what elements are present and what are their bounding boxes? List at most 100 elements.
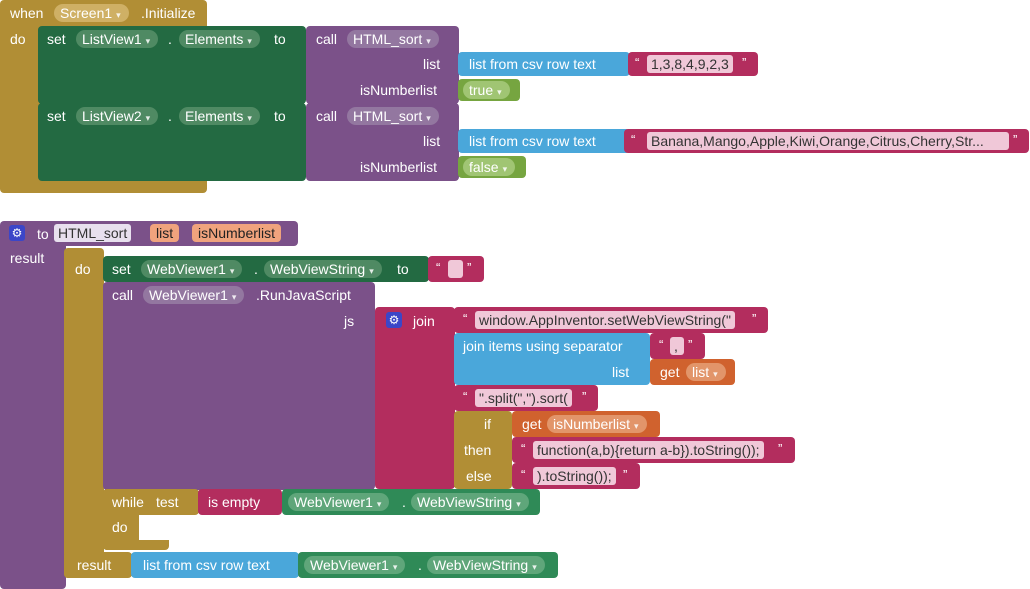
do-label: do xyxy=(75,261,91,277)
initialize-label: .Initialize xyxy=(141,5,196,21)
text-field-2[interactable]: ".split(",").sort( xyxy=(475,389,572,407)
quote-open: “ xyxy=(463,311,468,326)
quote-close: ” xyxy=(778,441,783,456)
empty-text-field[interactable] xyxy=(448,260,463,278)
result-label: result xyxy=(10,250,45,266)
procedure-dropdown[interactable]: HTML_sort ▾ xyxy=(347,30,439,48)
do-label: do xyxy=(10,31,26,47)
quote-close: ” xyxy=(467,260,472,275)
chevron-down-icon: ▾ xyxy=(231,292,237,302)
dot-label: . xyxy=(402,494,406,510)
while-label: while xyxy=(112,494,144,510)
test-label: test xyxy=(156,494,179,510)
quote-open: “ xyxy=(436,260,441,275)
csv-row-label: list from csv row text xyxy=(469,133,596,149)
elements-dropdown[interactable]: Elements ▾ xyxy=(179,30,260,48)
list-param-label: list xyxy=(423,133,441,149)
webviewstring-dropdown[interactable]: WebViewString ▾ xyxy=(264,260,382,278)
join-block[interactable] xyxy=(375,307,455,489)
do-label: do xyxy=(112,519,128,535)
quote-close: ” xyxy=(742,55,747,70)
quote-open: “ xyxy=(521,441,526,456)
webviewer1-dropdown[interactable]: WebViewer1 ▾ xyxy=(141,260,243,278)
list-from-csv-row-block[interactable] xyxy=(458,52,630,76)
quote-open: “ xyxy=(521,467,526,482)
to-label: to xyxy=(274,108,286,124)
csv-text-field[interactable]: Banana,Mango,Apple,Kiwi,Orange,Citrus,Ch… xyxy=(647,132,1009,150)
dot-label: . xyxy=(418,557,422,573)
get-label: get xyxy=(660,364,680,380)
is-empty-block[interactable] xyxy=(198,489,282,515)
procedure-dropdown[interactable]: HTML_sort ▾ xyxy=(347,107,439,125)
text-field-1[interactable]: window.AppInventor.setWebViewString(" xyxy=(475,311,735,329)
webviewstring-dropdown[interactable]: WebViewString ▾ xyxy=(427,556,545,574)
gear-icon[interactable]: ⚙ xyxy=(386,312,402,328)
chevron-down-icon: ▾ xyxy=(229,266,235,276)
dot-label: . xyxy=(168,108,172,124)
isnumberlist-var-dropdown[interactable]: isNumberlist ▾ xyxy=(547,415,647,433)
quote-close: ” xyxy=(582,389,587,404)
csv-text-field[interactable]: 1,3,8,4,9,2,3 xyxy=(647,55,733,73)
set-label: set xyxy=(112,261,131,277)
run-javascript-block[interactable] xyxy=(103,282,375,490)
separator-text-field[interactable]: , xyxy=(670,337,684,355)
chevron-down-icon: ▾ xyxy=(369,266,374,276)
while-loop-block[interactable] xyxy=(103,489,199,515)
dot-label: . xyxy=(168,31,172,47)
quote-close: ” xyxy=(1013,132,1018,147)
text-field-3[interactable]: function(a,b){return a-b}).toString()); xyxy=(533,441,764,459)
list-from-csv-row-block[interactable] xyxy=(131,552,299,578)
else-label: else xyxy=(466,468,492,484)
join-items-block[interactable] xyxy=(454,333,650,385)
webviewstring-dropdown[interactable]: WebViewString ▾ xyxy=(411,493,529,511)
false-dropdown[interactable]: false ▾ xyxy=(463,158,516,176)
get-label: get xyxy=(522,416,542,432)
is-empty-label: is empty xyxy=(208,494,261,510)
procedure-name-field[interactable]: HTML_sort xyxy=(54,224,132,242)
isnumberlist-param-label: isNumberlist xyxy=(360,82,438,98)
quote-close: ” xyxy=(688,337,693,352)
param-list[interactable]: list xyxy=(150,224,180,242)
chevron-down-icon: ▾ xyxy=(145,113,151,123)
set-label: set xyxy=(47,108,66,124)
chevron-down-icon: ▾ xyxy=(116,10,121,20)
csv-row-label: list from csv row text xyxy=(469,56,596,72)
param-isnumberlist[interactable]: isNumberlist xyxy=(192,224,282,242)
chevron-down-icon: ▾ xyxy=(247,113,252,123)
webviewer1-dropdown[interactable]: WebViewer1 ▾ xyxy=(143,286,245,304)
chevron-down-icon: ▾ xyxy=(247,36,252,46)
chevron-down-icon: ▾ xyxy=(634,421,639,431)
chevron-down-icon: ▾ xyxy=(497,87,502,97)
true-dropdown[interactable]: true ▾ xyxy=(463,81,510,99)
then-label: then xyxy=(464,442,492,458)
gear-icon[interactable]: ⚙ xyxy=(9,225,25,241)
webviewer1-dropdown[interactable]: WebViewer1 ▾ xyxy=(288,493,390,511)
quote-open: “ xyxy=(463,389,468,404)
list-from-csv-row-block[interactable] xyxy=(458,129,630,153)
screen-dropdown[interactable]: Screen1 ▾ xyxy=(54,4,129,22)
list-var-dropdown[interactable]: list ▾ xyxy=(686,363,726,381)
listview1-dropdown[interactable]: ListView1 ▾ xyxy=(76,30,159,48)
quote-open: “ xyxy=(659,337,664,352)
text-field-4[interactable]: ).toString()); xyxy=(533,467,616,485)
elements-dropdown[interactable]: Elements ▾ xyxy=(179,107,260,125)
list-param-label: list xyxy=(423,56,441,72)
dot-label: . xyxy=(254,261,258,277)
chevron-down-icon: ▾ xyxy=(145,36,151,46)
list-param-label: list xyxy=(612,364,630,380)
webviewer1-dropdown[interactable]: WebViewer1 ▾ xyxy=(304,556,406,574)
to-label: to xyxy=(274,31,286,47)
chevron-down-icon: ▾ xyxy=(426,36,431,46)
when-label: when xyxy=(10,5,44,21)
chevron-down-icon: ▾ xyxy=(502,164,508,174)
quote-open: “ xyxy=(635,55,640,70)
csv-row-label: list from csv row text xyxy=(143,557,270,573)
runjavascript-label: .RunJavaScript xyxy=(256,287,351,303)
listview2-dropdown[interactable]: ListView2 ▾ xyxy=(76,107,159,125)
to-label: to xyxy=(397,261,409,277)
quote-close: ” xyxy=(752,311,757,326)
if-then-else-block[interactable] xyxy=(454,411,512,489)
isnumberlist-param-label: isNumberlist xyxy=(360,159,438,175)
result-label: result xyxy=(77,557,112,573)
do-result-block[interactable] xyxy=(64,248,104,578)
